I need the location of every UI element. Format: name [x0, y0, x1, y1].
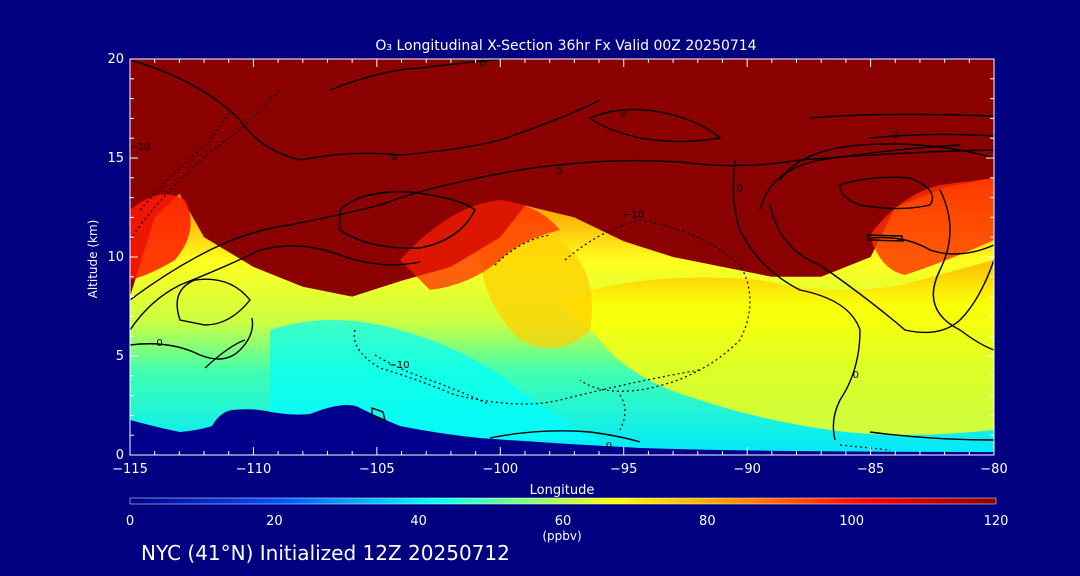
y-axis: 0 5 10 15 20 [107, 52, 994, 463]
plot-area: 0 0 0 0 0 0 0 0 0 −10 −10 −10 [129, 59, 994, 455]
y-tick-label: 15 [107, 151, 124, 166]
footer-caption: NYC (41°N) Initialized 12Z 20250712 [141, 541, 510, 565]
high-ozone-patch-east [560, 260, 994, 435]
colorbar-unit-label: (ppbv) [542, 529, 581, 543]
x-tick-label: −80 [980, 462, 1007, 477]
x-tick-label: −115 [112, 462, 148, 477]
x-tick-label: −110 [236, 462, 272, 477]
high-ozone-patch-central [480, 232, 592, 348]
colorbar-tick-label: 0 [126, 514, 134, 529]
colorbar-tick-label: 60 [555, 514, 572, 529]
contour-label: 0 [606, 441, 612, 452]
chart-title: O₃ Longitudinal X-Section 36hr Fx Valid … [375, 38, 756, 54]
colorbar-tick-label: 100 [839, 514, 864, 529]
x-tick-label: −105 [359, 462, 395, 477]
contour-label: 0 [480, 59, 486, 70]
y-axis-label: Altitude (km) [86, 220, 100, 299]
contour-label: 0 [556, 166, 562, 177]
contour-label: 0 [156, 338, 162, 349]
colorbar-tick-label: 80 [699, 514, 716, 529]
contour-label: −10 [389, 360, 410, 371]
contour-label: 0 [892, 130, 898, 141]
x-tick-label: −90 [733, 462, 760, 477]
x-axis: −115 −110 −105 −100 −95 −90 −85 −80 [112, 59, 1008, 477]
colorbar-tick-label: 40 [410, 514, 427, 529]
contour-label: 0 [621, 108, 627, 119]
terrain [130, 405, 994, 455]
colorbar-ticks: 0 20 40 60 80 100 120 [126, 514, 1009, 529]
contour-label: 0 [737, 184, 743, 195]
red-band-west [130, 194, 191, 280]
red-band-east [870, 178, 994, 275]
contour-labels: 0 0 0 0 0 0 0 0 0 −10 −10 −10 [129, 59, 898, 452]
colorbar-tick-label: 120 [984, 514, 1009, 529]
colorbar: 0 20 40 60 80 100 120 (ppbv) [126, 497, 1009, 543]
x-axis-label: Longitude [530, 483, 595, 498]
y-tick-label: 10 [107, 250, 124, 265]
contour-label: 0 [391, 152, 397, 163]
y-tick-label: 0 [116, 448, 124, 463]
x-tick-label: −95 [610, 462, 637, 477]
y-tick-label: 5 [116, 349, 124, 364]
colorbar-ramp [129, 497, 997, 505]
contour-label: 0 [853, 370, 859, 381]
negative-contours [130, 89, 891, 451]
red-band-central [400, 200, 560, 290]
x-tick-label: −85 [857, 462, 884, 477]
y-tick-label: 20 [107, 52, 124, 67]
ozone-change-contours [130, 59, 994, 443]
x-tick-label: −100 [482, 462, 518, 477]
contour-label: −10 [129, 142, 150, 153]
colorbar-tick-label: 20 [266, 514, 283, 529]
contour-label: −10 [623, 209, 644, 220]
